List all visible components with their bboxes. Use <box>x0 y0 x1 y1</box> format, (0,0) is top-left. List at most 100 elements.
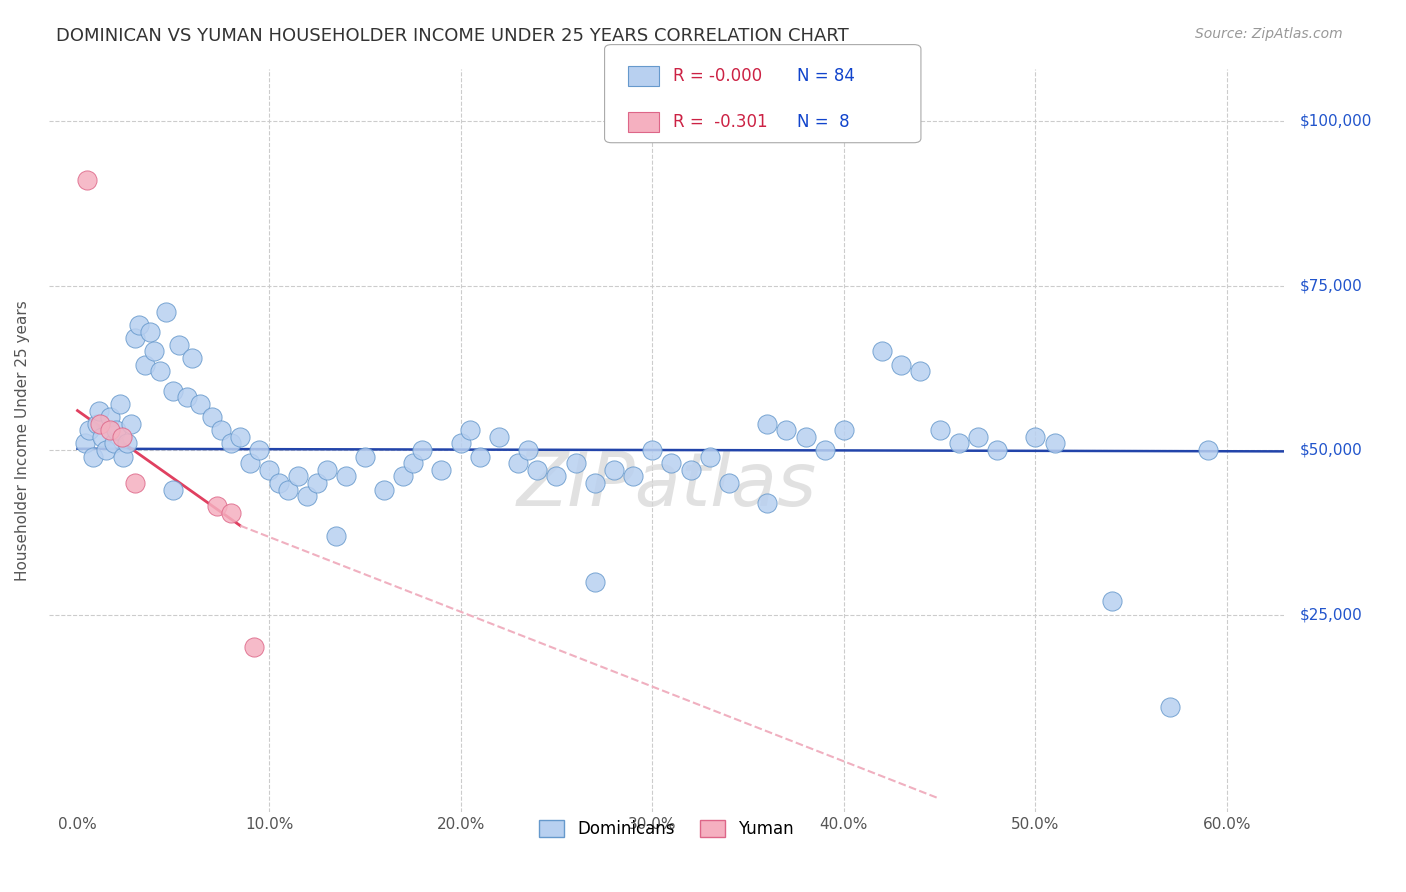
Point <box>124 475 146 490</box>
Point <box>167 338 190 352</box>
Text: R = -0.000: R = -0.000 <box>673 67 762 85</box>
Point <box>134 358 156 372</box>
Point <box>120 417 142 431</box>
Point <box>756 496 779 510</box>
Point <box>207 499 229 513</box>
Point <box>717 475 740 490</box>
Point <box>104 423 127 437</box>
Point <box>219 506 242 520</box>
Y-axis label: Householder Income Under 25 years: Householder Income Under 25 years <box>15 300 30 581</box>
Point <box>468 450 491 464</box>
Point <box>775 423 797 437</box>
Point <box>1024 430 1046 444</box>
Point <box>267 475 290 490</box>
Point <box>546 469 568 483</box>
Point <box>1101 594 1123 608</box>
Legend: Dominicans, Yuman: Dominicans, Yuman <box>533 813 800 845</box>
Text: ZIPatlas: ZIPatlas <box>516 449 817 521</box>
Point <box>583 475 606 490</box>
Point <box>756 417 779 431</box>
Point <box>392 469 415 483</box>
Point <box>117 436 139 450</box>
Point <box>229 430 252 444</box>
Point <box>794 430 817 444</box>
Point <box>488 430 510 444</box>
Point <box>98 423 121 437</box>
Point <box>77 423 100 437</box>
Point <box>1159 699 1181 714</box>
Text: N = 84: N = 84 <box>797 67 855 85</box>
Point <box>124 331 146 345</box>
Point <box>890 358 912 372</box>
Point <box>98 410 121 425</box>
Point <box>564 456 586 470</box>
Point <box>257 463 280 477</box>
Point <box>910 364 932 378</box>
Point <box>325 528 347 542</box>
Point <box>315 463 337 477</box>
Text: $50,000: $50,000 <box>1299 442 1362 458</box>
Point <box>86 417 108 431</box>
Point <box>96 443 118 458</box>
Point <box>162 483 184 497</box>
Point <box>82 450 104 464</box>
Point <box>641 443 664 458</box>
Point <box>583 574 606 589</box>
Point <box>188 397 211 411</box>
Point <box>209 423 232 437</box>
Point <box>149 364 172 378</box>
Text: N =  8: N = 8 <box>797 113 849 131</box>
Point <box>219 436 242 450</box>
Point <box>948 436 970 450</box>
Point <box>242 640 264 655</box>
Point <box>508 456 530 470</box>
Point <box>450 436 472 450</box>
Point <box>928 423 950 437</box>
Point <box>1197 443 1219 458</box>
Text: $25,000: $25,000 <box>1299 607 1362 622</box>
Point <box>176 391 198 405</box>
Point <box>297 489 319 503</box>
Point <box>277 483 299 497</box>
Point <box>986 443 1008 458</box>
Point <box>200 410 222 425</box>
Point <box>814 443 837 458</box>
Point <box>103 436 125 450</box>
Point <box>661 456 683 470</box>
Point <box>354 450 377 464</box>
Point <box>155 305 177 319</box>
Point <box>143 344 166 359</box>
Point <box>526 463 548 477</box>
Point <box>139 325 162 339</box>
Text: DOMINICAN VS YUMAN HOUSEHOLDER INCOME UNDER 25 YEARS CORRELATION CHART: DOMINICAN VS YUMAN HOUSEHOLDER INCOME UN… <box>56 27 849 45</box>
Point <box>373 483 395 497</box>
Text: R =  -0.301: R = -0.301 <box>673 113 768 131</box>
Point <box>411 443 433 458</box>
Point <box>91 430 114 444</box>
Point <box>76 173 98 187</box>
Point <box>967 430 990 444</box>
Point <box>181 351 204 365</box>
Point <box>832 423 855 437</box>
Point <box>621 469 644 483</box>
Point <box>699 450 721 464</box>
Point <box>87 403 110 417</box>
Point <box>870 344 893 359</box>
Point <box>335 469 357 483</box>
Point <box>110 430 132 444</box>
Point <box>112 450 135 464</box>
Point <box>75 436 97 450</box>
Point <box>305 475 328 490</box>
Point <box>128 318 150 332</box>
Point <box>603 463 626 477</box>
Point <box>458 423 481 437</box>
Point <box>287 469 309 483</box>
Text: Source: ZipAtlas.com: Source: ZipAtlas.com <box>1195 27 1343 41</box>
Point <box>89 417 111 431</box>
Point <box>1043 436 1066 450</box>
Point <box>249 443 271 458</box>
Point <box>108 397 131 411</box>
Point <box>162 384 184 398</box>
Text: $100,000: $100,000 <box>1299 113 1372 128</box>
Point <box>430 463 453 477</box>
